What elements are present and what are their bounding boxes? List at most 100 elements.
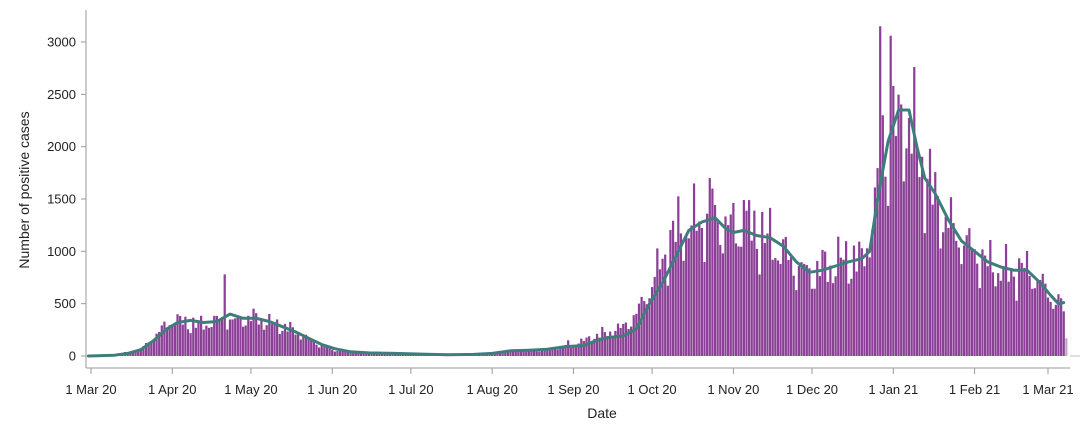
- daily-case-bar: [514, 351, 517, 356]
- daily-case-bar: [876, 168, 879, 356]
- daily-case-bar: [839, 257, 842, 356]
- x-tick-label: 1 Sep 20: [547, 382, 599, 397]
- daily-case-bar: [231, 319, 234, 356]
- daily-case-bar: [928, 148, 932, 356]
- daily-case-bar: [535, 351, 538, 356]
- daily-case-bar: [391, 354, 394, 356]
- daily-case-bar: [593, 338, 596, 356]
- x-tick-label: 1 Jul 20: [388, 382, 434, 397]
- daily-case-bar: [894, 136, 898, 356]
- daily-case-bar: [1018, 258, 1021, 356]
- daily-case-bar: [249, 321, 253, 356]
- daily-case-bar: [525, 349, 528, 356]
- daily-case-bar: [991, 272, 995, 356]
- daily-case-bar: [797, 266, 801, 356]
- daily-case-bar: [561, 347, 565, 356]
- daily-case-bar: [239, 318, 242, 356]
- daily-case-bar: [845, 241, 848, 356]
- daily-case-bar: [616, 323, 620, 356]
- daily-case-bar: [179, 315, 182, 356]
- y-tick-label: 2500: [47, 87, 76, 102]
- daily-case-bar: [247, 315, 250, 356]
- daily-case-bar: [142, 346, 145, 356]
- daily-case-bar: [868, 257, 871, 356]
- daily-case-bar: [947, 227, 950, 356]
- daily-case-bar: [317, 347, 321, 356]
- daily-case-bar: [902, 181, 905, 356]
- daily-case-bar: [543, 349, 546, 356]
- daily-case-bar: [776, 260, 780, 356]
- daily-case-bar: [826, 281, 829, 356]
- daily-case-bar: [152, 341, 156, 356]
- daily-case-bar: [192, 317, 195, 356]
- daily-case-bar: [522, 351, 525, 356]
- daily-case-bar: [706, 213, 709, 356]
- daily-case-bar: [630, 326, 633, 356]
- daily-case-bar: [205, 325, 208, 356]
- daily-case-bar: [139, 348, 142, 356]
- daily-case-bar: [609, 331, 612, 356]
- daily-case-bar: [331, 349, 334, 356]
- daily-case-bar: [973, 249, 976, 356]
- daily-case-bar: [719, 244, 722, 356]
- daily-case-bar: [281, 330, 284, 356]
- daily-case-bar: [325, 347, 329, 356]
- daily-case-bar: [588, 336, 591, 356]
- daily-case-bar: [189, 333, 192, 356]
- daily-case-bar: [527, 349, 530, 356]
- x-tick-label: 1 Mar 21: [1022, 382, 1073, 397]
- daily-case-bar: [782, 239, 785, 356]
- daily-case-bar: [496, 352, 499, 356]
- daily-case-bar: [378, 353, 381, 356]
- daily-case-bar: [509, 350, 512, 356]
- daily-case-bar: [645, 304, 648, 356]
- daily-case-bar: [669, 229, 672, 356]
- daily-case-bar: [960, 264, 963, 356]
- daily-case-bar: [997, 273, 1000, 356]
- daily-case-bar: [931, 204, 934, 356]
- daily-case-bar: [745, 210, 748, 356]
- daily-case-bar: [978, 288, 981, 356]
- daily-case-bar: [727, 225, 730, 356]
- daily-case-bar: [624, 322, 627, 356]
- x-tick-label: 1 May 20: [224, 382, 277, 397]
- daily-case-bar: [671, 220, 675, 356]
- daily-case-bar: [766, 233, 769, 356]
- daily-case-bar: [934, 172, 937, 356]
- daily-case-bar: [338, 350, 342, 356]
- daily-case-bar: [370, 353, 373, 356]
- daily-case-bar: [352, 351, 355, 356]
- daily-case-bar: [761, 211, 764, 356]
- daily-case-bar: [834, 276, 837, 356]
- daily-case-bar: [842, 259, 845, 356]
- daily-case-bar: [831, 283, 835, 356]
- daily-case-bar: [1033, 288, 1037, 356]
- daily-case-bar: [650, 287, 654, 356]
- daily-case-bar: [949, 197, 953, 356]
- daily-case-bar: [255, 313, 258, 356]
- daily-case-bar: [884, 176, 887, 356]
- daily-case-bar: [226, 329, 229, 356]
- x-tick-label: 1 Mar 20: [65, 382, 116, 397]
- daily-case-bar: [768, 207, 772, 356]
- daily-case-bar: [373, 353, 376, 356]
- daily-case-bar: [131, 351, 135, 356]
- daily-case-bar: [873, 187, 877, 356]
- daily-case-bar: [244, 325, 247, 356]
- daily-case-bar: [1062, 311, 1065, 356]
- daily-case-bar: [614, 330, 617, 356]
- daily-case-bar: [653, 276, 656, 356]
- daily-case-bar: [1049, 301, 1052, 356]
- daily-case-bar: [944, 216, 947, 356]
- daily-case-bar: [375, 353, 378, 356]
- daily-case-bar: [173, 325, 177, 356]
- daily-case-bar: [504, 351, 507, 356]
- daily-case-bar: [328, 347, 331, 356]
- daily-case-bar: [656, 248, 659, 356]
- daily-case-bar: [595, 333, 599, 356]
- daily-case-bar: [556, 349, 559, 356]
- daily-case-bar: [315, 344, 318, 356]
- x-tick-label: 1 Apr 20: [148, 382, 196, 397]
